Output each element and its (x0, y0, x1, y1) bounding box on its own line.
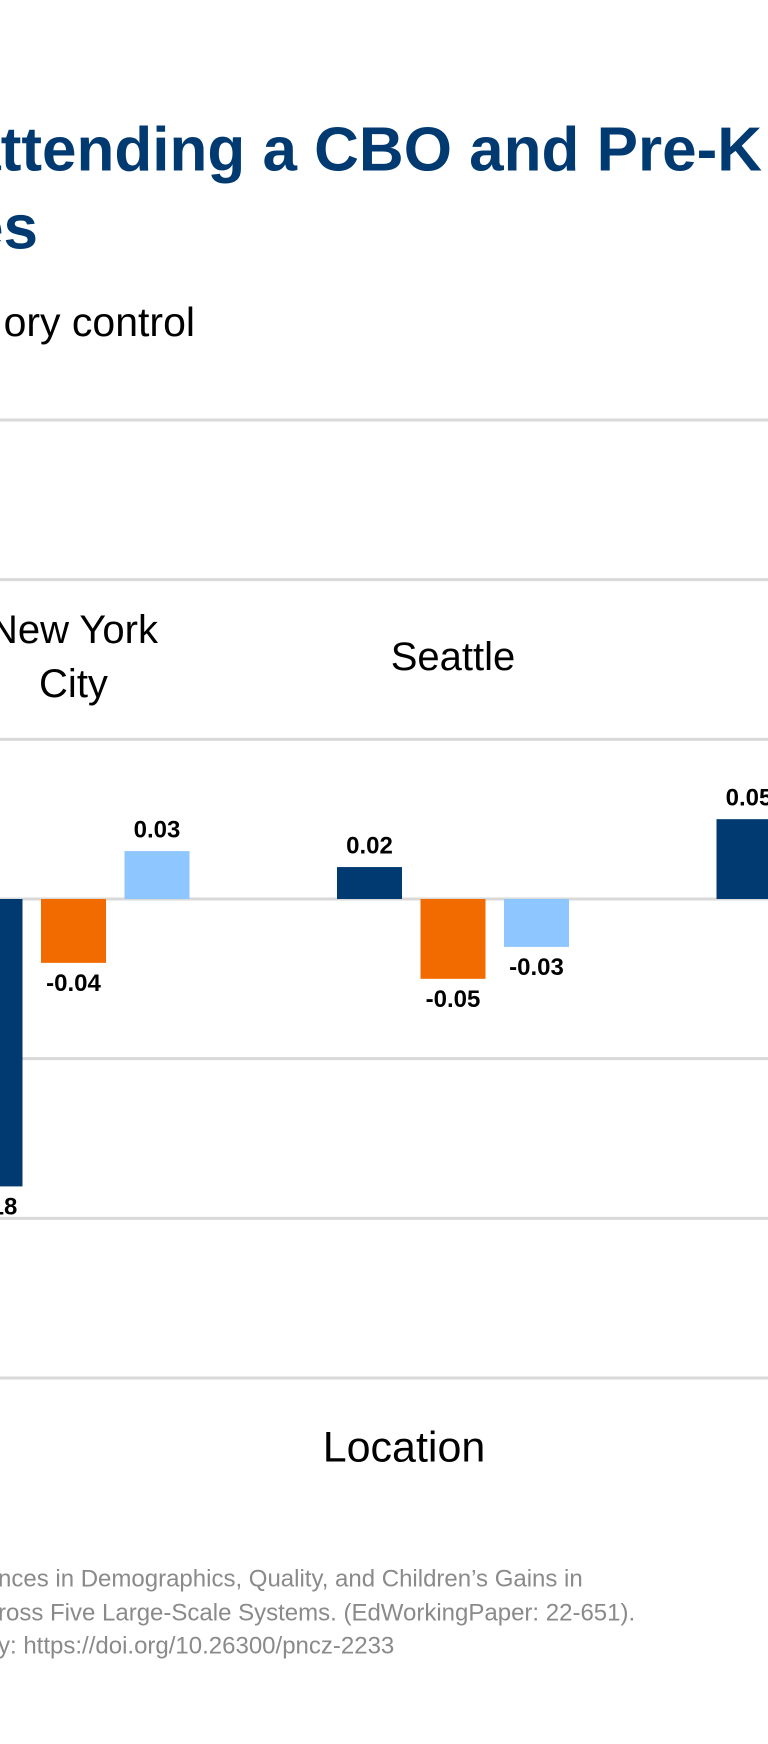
bar (420, 899, 486, 979)
bar (504, 899, 569, 947)
x-axis-label: Location (323, 1423, 486, 1471)
category-label: City (39, 662, 108, 706)
value-label: -0.04 (46, 970, 101, 997)
source-note: y: https://doi.org/10.26300/pncz-2233 (0, 1632, 394, 1659)
value-label: 0.03 (134, 816, 181, 843)
chart-title: attending a CBO and Pre-K (0, 115, 762, 184)
bar (41, 899, 106, 963)
value-label: -0.03 (509, 954, 564, 981)
value-label: -0.18 (0, 1194, 17, 1221)
chart-subtitle: ory control (4, 299, 195, 345)
bar (716, 819, 768, 899)
category-label: Seattle (391, 635, 516, 679)
source-note: ross Five Large-Scale Systems. (EdWorkin… (0, 1599, 635, 1626)
bar (0, 899, 23, 1187)
bar (124, 851, 190, 899)
value-label: -0.05 (426, 986, 481, 1013)
value-label: 0.02 (346, 832, 393, 859)
category-label: New York (0, 608, 159, 652)
value-label: 0.05 (726, 785, 768, 812)
chart-title: es (0, 193, 38, 262)
bar (337, 867, 402, 899)
source-note: nces in Demographics, Quality, and Child… (0, 1565, 583, 1592)
